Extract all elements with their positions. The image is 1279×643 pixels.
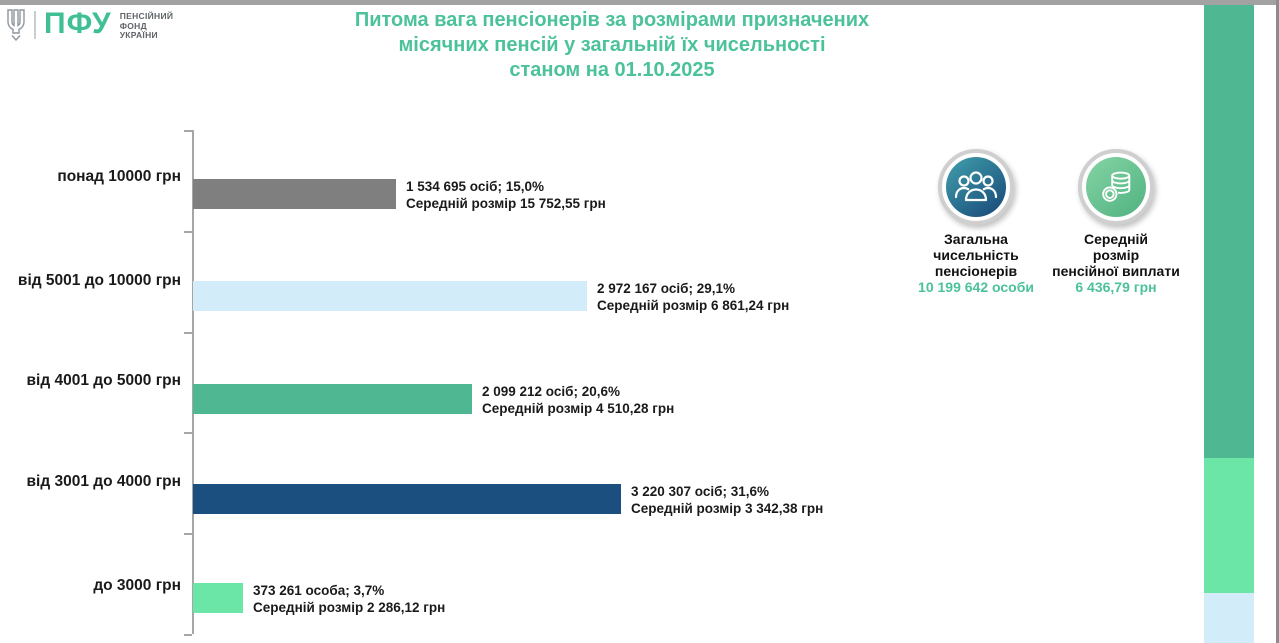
top-border	[0, 0, 1279, 5]
card-label: Середній розмір пенсійної виплати	[1046, 231, 1186, 279]
logo-org-line: УКРАЇНИ	[119, 30, 158, 40]
bar-data-label: 2 972 167 осіб; 29,1% Середній розмір 6 …	[597, 280, 789, 314]
bar-data-label: 1 534 695 осіб; 15,0% Середній розмір 15…	[406, 178, 606, 212]
average-payment-value: 6 436,79 грн	[1075, 279, 1157, 295]
bar	[193, 179, 396, 209]
chart-axis	[192, 130, 194, 634]
category-label: від 3001 до 4000 грн	[26, 473, 181, 490]
card-label-line: пенсійної виплати	[1052, 263, 1180, 279]
title-line-3: станом на 01.10.2025	[509, 59, 715, 81]
logo-separator	[34, 11, 36, 39]
band-segment-2	[1204, 458, 1254, 593]
bar-avg-label: Середній розмір 6 861,24 грн	[597, 298, 790, 313]
pfu-logo: ПФУ ПЕНСІЙНИЙ ФОНД УКРАЇНИ	[6, 9, 173, 46]
axis-tick	[184, 231, 192, 233]
bar-avg-label: Середній розмір 15 752,55 грн	[406, 196, 606, 211]
total-pensioners-ring	[938, 149, 1014, 225]
bar-value-label: 2 099 212 осіб; 20,6%	[482, 384, 620, 399]
total-pensioners-value: 10 199 642 особи	[918, 279, 1034, 295]
bar-avg-label: Середній розмір 3 342,38 грн	[631, 501, 824, 516]
bar-value-label: 373 261 особа; 3,7%	[253, 583, 385, 598]
category-label: понад 10000 грн	[57, 168, 181, 185]
total-pensioners-card: Загальна чисельність пенсіонерів 10 199 …	[906, 149, 1046, 295]
bar-data-label: 2 099 212 осіб; 20,6% Середній розмір 4 …	[482, 383, 674, 417]
card-label-line: пенсіонерів	[934, 263, 1018, 279]
axis-tick	[184, 533, 192, 535]
category-label: від 5001 до 10000 грн	[17, 272, 181, 289]
card-label-line: Середній	[1083, 231, 1149, 247]
bar-avg-label: Середній розмір 2 286,12 грн	[253, 600, 446, 615]
bar-value-label: 1 534 695 осіб; 15,0%	[406, 179, 544, 194]
bar-data-label: 373 261 особа; 3,7% Середній розмір 2 28…	[253, 582, 445, 616]
band-segment-3	[1204, 593, 1254, 643]
average-payment-card: Середній розмір пенсійної виплати 6 436,…	[1046, 149, 1186, 295]
band-segment-1	[1204, 5, 1254, 458]
bar-value-label: 3 220 307 осіб; 31,6%	[631, 484, 769, 499]
trident-icon	[6, 9, 26, 46]
logo-org-line: ПЕНСІЙНИЙ	[119, 11, 174, 21]
card-label-line: розмір	[1092, 247, 1140, 263]
logo-org-line: ФОНД	[119, 20, 147, 31]
card-label-line: чисельність	[933, 247, 1019, 263]
axis-tick	[184, 130, 192, 132]
category-label: до 3000 грн	[93, 577, 181, 594]
bar	[193, 484, 621, 514]
coins-icon	[1086, 157, 1146, 217]
average-payment-ring	[1078, 149, 1154, 225]
axis-tick	[184, 634, 192, 636]
category-label: від 4001 до 5000 грн	[26, 372, 181, 389]
card-label-line: Загальна	[944, 231, 1008, 247]
bar	[193, 583, 243, 613]
logo-abbr: ПФУ	[44, 7, 112, 40]
axis-tick	[184, 432, 192, 434]
title-line-1: Питома вага пенсіонерів за розмірами при…	[354, 9, 870, 31]
people-icon	[946, 157, 1006, 217]
bar	[193, 281, 587, 311]
bar	[193, 384, 472, 414]
bar-data-label: 3 220 307 осіб; 31,6% Середній розмір 3 …	[631, 483, 823, 517]
page-title: Питома вага пенсіонерів за розмірами при…	[302, 8, 922, 83]
axis-tick	[184, 332, 192, 334]
bar-value-label: 2 972 167 осіб; 29,1%	[597, 281, 735, 296]
logo-org-name: ПЕНСІЙНИЙ ФОНД УКРАЇНИ	[120, 9, 174, 41]
title-line-2: місячних пенсій у загальній їх чисельнос…	[398, 34, 826, 56]
right-border	[1276, 0, 1279, 643]
bar-avg-label: Середній розмір 4 510,28 грн	[482, 401, 675, 416]
card-label: Загальна чисельність пенсіонерів	[906, 231, 1046, 279]
